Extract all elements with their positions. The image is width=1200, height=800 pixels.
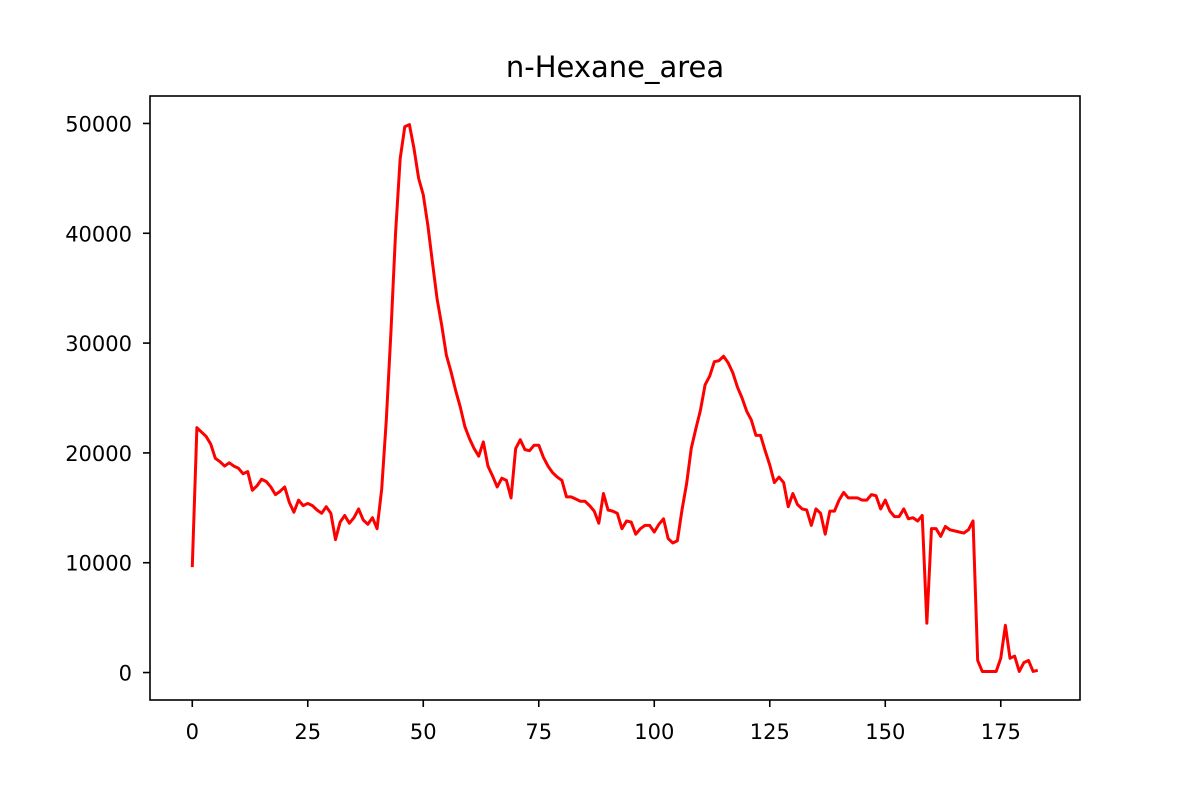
x-tick-label: 150 <box>865 720 905 744</box>
y-tick-label: 20000 <box>65 442 132 466</box>
plot-area-frame <box>149 95 1081 701</box>
y-tick-label: 30000 <box>65 332 132 356</box>
x-tick-label: 0 <box>186 720 199 744</box>
x-tick-label: 100 <box>634 720 674 744</box>
x-tick-label: 75 <box>525 720 552 744</box>
y-tick-label: 50000 <box>65 112 132 136</box>
y-tick-label: 40000 <box>65 222 132 246</box>
series-line-0 <box>190 123 1039 673</box>
x-tick-label: 50 <box>410 720 437 744</box>
chart-title: n-Hexane_area <box>506 50 724 84</box>
x-tick-label: 125 <box>750 720 790 744</box>
x-tick-label: 25 <box>294 720 321 744</box>
series-layer <box>190 123 1039 673</box>
x-tick-label: 175 <box>981 720 1021 744</box>
x-axis-ticks: 0 25 50 75 100 125 150 175 <box>186 700 1021 744</box>
y-axis-ticks: 0 10000 20000 30000 40000 50000 <box>65 112 150 686</box>
y-tick-label: 10000 <box>65 552 132 576</box>
y-tick-label: 0 <box>119 662 132 686</box>
